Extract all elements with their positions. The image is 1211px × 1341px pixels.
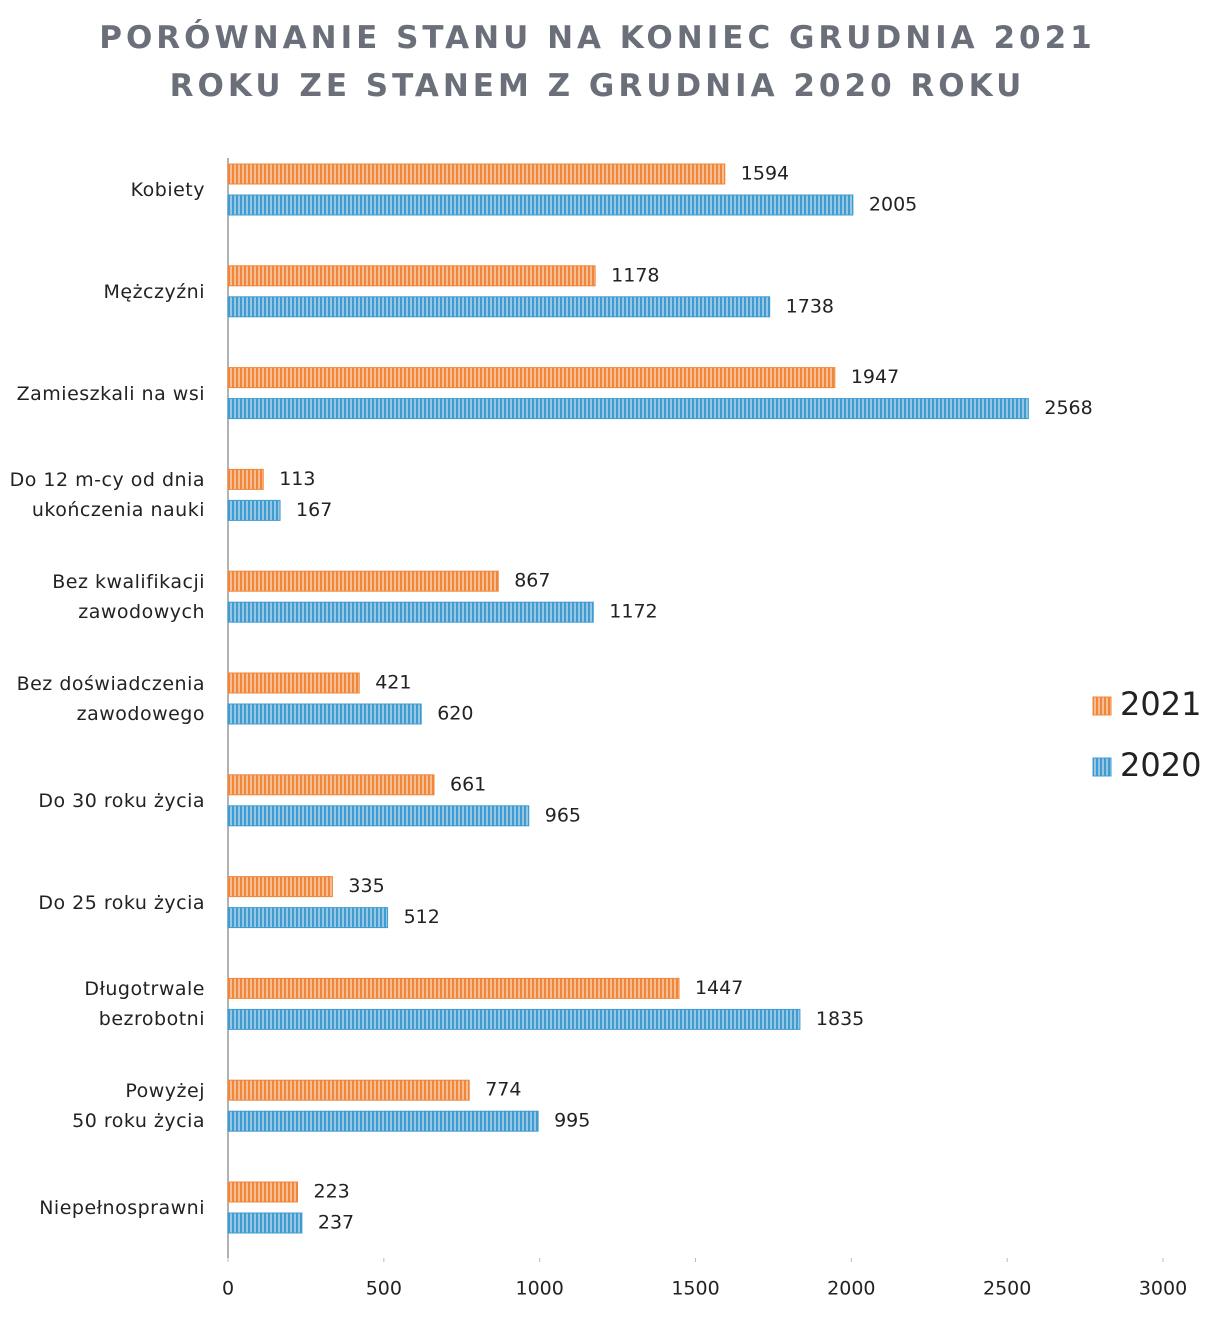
bar <box>227 1008 801 1030</box>
data-label: 223 <box>314 1181 350 1203</box>
data-label: 1178 <box>611 264 659 286</box>
data-label: 167 <box>296 499 332 521</box>
y-tick-label: Niepełnosprawni <box>39 1197 205 1219</box>
data-label: 661 <box>450 773 486 795</box>
data-label: 2005 <box>869 194 917 216</box>
bar <box>227 194 854 216</box>
data-label: 335 <box>348 875 384 897</box>
data-label: 1172 <box>609 601 657 623</box>
bar <box>227 601 594 623</box>
bar <box>227 265 596 287</box>
bar <box>227 163 726 185</box>
x-tick-label: 500 <box>366 1278 402 1300</box>
bar <box>227 499 281 521</box>
bar <box>227 296 771 318</box>
y-tick-label: Długotrwale bezrobotni <box>84 978 205 1031</box>
data-label: 867 <box>514 570 550 592</box>
y-tick-label: Bez doświadczenia zawodowego <box>16 673 205 725</box>
bar <box>227 1079 470 1101</box>
x-tick-label: 2500 <box>983 1278 1031 1300</box>
y-tick-label: Bez kwalifikacji zawodowych <box>52 571 205 624</box>
data-label: 237 <box>318 1212 354 1234</box>
data-label: 1835 <box>816 1008 864 1030</box>
x-tick-label: 1000 <box>515 1278 563 1300</box>
data-label: 1594 <box>741 163 789 185</box>
bar <box>227 570 499 592</box>
legend-swatch <box>1092 696 1112 716</box>
data-label: 421 <box>375 672 411 694</box>
legend-label: 2020 <box>1120 746 1201 784</box>
data-label: 774 <box>485 1079 521 1101</box>
x-tick-label: 0 <box>222 1278 234 1300</box>
bar <box>227 1212 303 1234</box>
bar <box>227 907 389 929</box>
data-label: 1947 <box>851 366 899 388</box>
data-label: 2568 <box>1044 397 1092 419</box>
legend-swatch <box>1092 757 1112 777</box>
y-tick-label: Powyżej 50 roku życia <box>72 1080 205 1133</box>
y-tick-label: Do 30 roku życia <box>38 789 205 812</box>
x-tick-label: 1500 <box>671 1278 719 1300</box>
data-label: 1738 <box>786 295 834 317</box>
bar <box>227 398 1029 420</box>
chart-title: PORÓWNANIE STANU NA KONIEC GRUDNIA 2021 … <box>99 20 1096 104</box>
y-tick-label: Mężczyźni <box>103 280 205 303</box>
data-label: 965 <box>545 804 581 826</box>
data-label: 620 <box>437 703 473 725</box>
y-tick-label: Kobiety <box>130 179 205 201</box>
bar <box>227 977 680 999</box>
legend-label: 2021 <box>1120 685 1201 723</box>
y-tick-label: Do 25 roku życia <box>38 891 205 914</box>
bar <box>227 1110 539 1132</box>
bar <box>227 367 836 389</box>
bar <box>227 876 333 898</box>
data-label: 512 <box>404 906 440 928</box>
y-tick-label: Do 12 m-cy od dnia ukończenia nauki <box>9 469 205 522</box>
bar <box>227 774 435 796</box>
x-tick-label: 3000 <box>1139 1278 1187 1300</box>
bar <box>227 703 422 725</box>
data-label: 1447 <box>695 977 743 999</box>
bar <box>227 805 530 827</box>
data-label: 995 <box>554 1110 590 1132</box>
y-tick-label: Zamieszkali na wsi <box>16 382 205 405</box>
bar <box>227 468 264 490</box>
data-label: 113 <box>279 468 315 490</box>
bar <box>227 1181 299 1203</box>
bar <box>227 672 360 694</box>
x-tick-label: 2000 <box>827 1278 875 1300</box>
